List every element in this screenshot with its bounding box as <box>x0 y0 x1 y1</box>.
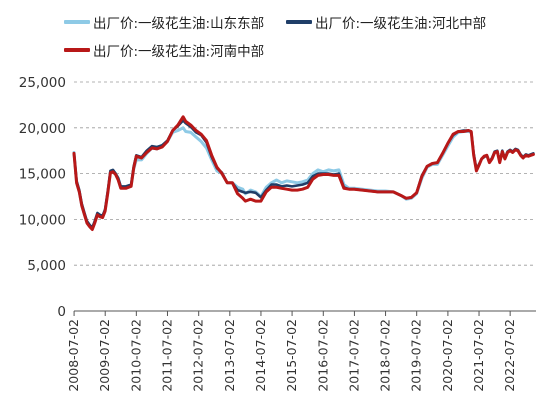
series-line-2 <box>72 115 535 231</box>
y-tick-label: 25,000 <box>19 75 66 91</box>
legend-label-shandong: 出厂价:一级花生油:山东东部 <box>93 16 265 32</box>
y-tick-label: 20,000 <box>19 121 66 137</box>
x-tick-label: 2015-07-02 <box>284 319 299 392</box>
x-tick-label: 2011-07-02 <box>159 319 174 392</box>
x-tick-label: 2022-07-02 <box>502 319 517 392</box>
x-tick-label: 2014-07-02 <box>253 319 268 392</box>
x-tick-label: 2017-07-02 <box>346 319 361 392</box>
gridlines <box>74 81 536 266</box>
legend-item-henan: 出厂价:一级花生油:河南中部 <box>64 40 264 60</box>
y-tick-label: 10,000 <box>19 212 66 228</box>
x-tick-label: 2008-07-02 <box>66 319 81 392</box>
legend-label-henan: 出厂价:一级花生油:河南中部 <box>93 44 265 60</box>
x-tick-label: 2016-07-02 <box>315 319 330 392</box>
series-lines <box>72 115 535 231</box>
x-tick-label: 2018-07-02 <box>378 319 393 392</box>
x-tick-label: 2020-07-02 <box>440 319 455 392</box>
x-tick-label: 2012-07-02 <box>191 319 206 392</box>
x-axis-ticks: 2008-07-02 2009-07-02 2010-07-02 2011-07-02… <box>66 311 517 392</box>
y-axis-ticks: 0 5,000 10,000 15,000 20,000 25,000 <box>19 75 66 320</box>
legend-item-shandong: 出厂价:一级花生油:山东东部 <box>64 12 264 32</box>
legend-swatch-shandong <box>64 20 90 24</box>
y-tick-label: 5,000 <box>27 258 66 274</box>
x-tick-label: 2009-07-02 <box>97 319 112 392</box>
legend-label-hebei: 出厂价:一级花生油:河北中部 <box>315 16 487 32</box>
x-tick-label: 2021-07-02 <box>471 319 486 392</box>
x-tick-label: 2013-07-02 <box>222 319 237 392</box>
x-tick-label: 2010-07-02 <box>128 319 143 392</box>
y-tick-label: 0 <box>57 304 66 320</box>
legend-item-hebei: 出厂价:一级花生油:河北中部 <box>286 12 486 32</box>
x-tick-label: 2019-07-02 <box>409 319 424 392</box>
legend-swatch-henan <box>64 48 90 52</box>
legend-swatch-hebei <box>286 20 312 24</box>
series-line-1 <box>72 119 535 229</box>
y-tick-label: 15,000 <box>19 167 66 183</box>
